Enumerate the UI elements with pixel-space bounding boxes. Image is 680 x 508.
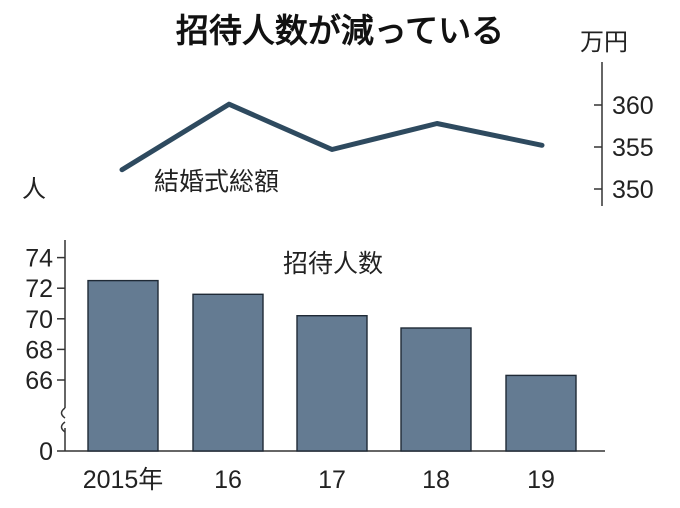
bars	[87, 279, 577, 452]
line-chart: 万円 360 355 350 結婚式総額	[119, 28, 654, 206]
line-y-tick-label: 350	[612, 176, 654, 204]
x-tick-label: 16	[214, 466, 242, 494]
x-tick-labels: 2015年 16 17 18 19	[83, 466, 555, 494]
x-tick-label: 19	[527, 466, 555, 494]
bar	[192, 293, 264, 452]
line-series-path	[119, 101, 545, 173]
bar-y-tick-label: 70	[25, 306, 53, 334]
bar-y-tick-label: 72	[25, 275, 53, 303]
axis-break-mark	[60, 407, 66, 433]
chart-title: 招待人数が減っている	[176, 11, 504, 50]
bar	[505, 374, 577, 452]
line-y-tick-label: 360	[612, 92, 654, 120]
bar-y-unit: 人	[22, 175, 46, 203]
bar-series-label: 招待人数	[283, 249, 383, 278]
line-y-unit: 万円	[580, 28, 628, 56]
x-tick-label: 18	[422, 466, 450, 494]
bar-y-tick-label: 0	[39, 438, 53, 466]
x-tick-label: 17	[318, 466, 346, 494]
bar-y-tick-label: 74	[25, 245, 53, 273]
bar	[87, 279, 159, 452]
x-tick-label: 2015年	[83, 466, 164, 494]
bar-y-tick-label: 68	[25, 336, 53, 364]
bar-y-tick-label: 66	[25, 367, 53, 395]
line-series-label: 結婚式総額	[154, 167, 279, 196]
line-y-ticks: 360 355 350	[594, 92, 654, 204]
bar	[296, 315, 368, 452]
line-y-tick-label: 355	[612, 134, 654, 162]
bar	[400, 327, 472, 452]
